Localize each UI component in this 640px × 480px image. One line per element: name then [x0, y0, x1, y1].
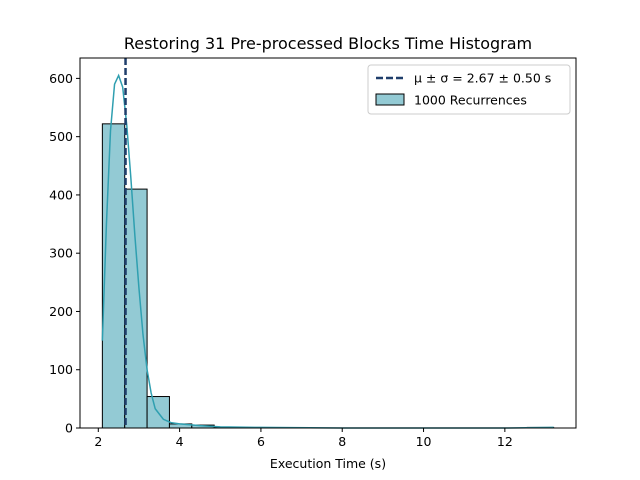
legend-box — [367, 64, 571, 115]
x-tick-label: 8 — [338, 434, 346, 449]
bars-layer — [101, 123, 555, 429]
legend: μ ± σ = 2.67 ± 0.50 s 1000 Recurrences — [367, 64, 571, 115]
y-axis-ticks: 0 100 200 300 400 500 600 — [49, 71, 80, 436]
y-tick-label: 600 — [49, 71, 73, 86]
y-tick-label: 300 — [49, 246, 73, 261]
kde-curve — [101, 73, 554, 429]
legend-bar-label: 1000 Recurrences — [414, 93, 527, 108]
plot-frame — [79, 57, 577, 429]
legend-mean-label: μ ± σ = 2.67 ± 0.50 s — [414, 71, 551, 86]
x-tick-label: 6 — [257, 434, 265, 449]
histogram-bar-2 — [124, 188, 148, 429]
chart-title: Restoring 31 Pre-processed Blocks Time H… — [124, 34, 532, 53]
y-tick-label: 200 — [49, 304, 73, 319]
x-axis-label: Execution Time (s) — [270, 456, 386, 471]
x-tick-label: 12 — [497, 434, 513, 449]
x-axis-ticks: 2 4 6 8 10 12 — [94, 428, 513, 449]
x-tick-label: 2 — [94, 434, 102, 449]
x-tick-label: 4 — [176, 434, 184, 449]
legend-bar-swatch — [375, 93, 405, 106]
y-tick-label: 500 — [49, 129, 73, 144]
histogram-bar-1 — [101, 123, 126, 429]
x-tick-label: 10 — [416, 434, 432, 449]
y-tick-label: 0 — [65, 421, 73, 436]
y-tick-label: 100 — [49, 362, 73, 377]
kde-layer — [101, 73, 554, 429]
y-tick-label: 400 — [49, 187, 73, 202]
